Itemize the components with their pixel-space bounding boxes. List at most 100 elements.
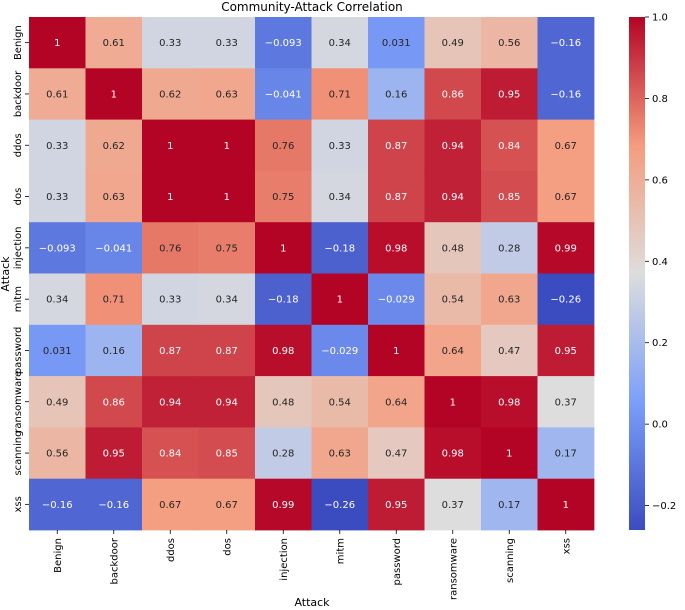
heatmap-cell — [311, 478, 369, 531]
heatmap-cell — [311, 324, 369, 377]
cell-value-label: 0.99 — [555, 243, 577, 254]
heatmap-cell — [537, 119, 595, 172]
heatmap-cell — [255, 427, 312, 480]
heatmap-cell — [198, 68, 256, 120]
cell-value-label: 1 — [563, 500, 569, 511]
heatmap-cell — [368, 17, 425, 69]
heatmap-cell — [255, 68, 312, 120]
heatmap-cell — [142, 68, 199, 120]
x-axis-ticks: Benign backdoor ddos dos injection mitm passwo… — [53, 530, 572, 600]
cell-value-label: 0.95 — [385, 500, 407, 511]
cell-value-label: 0.33 — [159, 38, 181, 49]
heatmap-cell — [255, 170, 312, 223]
cell-value-label: 0.98 — [442, 449, 464, 460]
heatmap-cell — [85, 119, 143, 172]
heatmap-cells — [29, 17, 595, 531]
heatmap-cell — [142, 273, 199, 326]
cell-value-label: 0.87 — [385, 141, 407, 152]
cell-value-label: 0.48 — [272, 397, 294, 408]
x-tick-label: xss — [561, 538, 572, 554]
heatmap-cell — [29, 222, 86, 274]
cell-value-label: 0.98 — [272, 346, 294, 357]
cell-value-label: 0.99 — [272, 500, 294, 511]
cell-value-label: −0.16 — [42, 500, 73, 511]
heatmap-cell — [368, 427, 425, 480]
cell-value-label: 0.94 — [442, 192, 464, 203]
cell-value-label: 0.34 — [329, 192, 351, 203]
cell-value-label: 0.34 — [46, 295, 68, 306]
heatmap-cell — [85, 68, 143, 120]
colorbar-tick-label: 0.6 — [652, 175, 668, 186]
cell-value-label: 0.95 — [555, 346, 577, 357]
heatmap-cell — [198, 376, 256, 428]
cell-value-label: 0.33 — [329, 141, 351, 152]
cell-value-label: 0.17 — [498, 500, 520, 511]
cell-value-label: 0.031 — [43, 346, 72, 357]
cell-value-label: −0.18 — [324, 243, 355, 254]
cell-value-label: 0.76 — [272, 141, 294, 152]
heatmap-cell — [142, 427, 199, 480]
cell-value-label: 0.98 — [498, 397, 520, 408]
cell-value-label: −0.093 — [265, 38, 302, 49]
heatmap-cell — [424, 222, 482, 274]
heatmap-cell — [311, 68, 369, 120]
cell-value-label: 1 — [450, 397, 456, 408]
heatmap-cell — [481, 376, 538, 428]
cell-value-label: −0.16 — [550, 89, 581, 100]
cell-value-label: 0.031 — [382, 38, 411, 49]
heatmap-cell — [368, 170, 425, 223]
heatmap-cell — [481, 222, 538, 274]
cell-value-label: 0.47 — [498, 346, 520, 357]
cell-value-label: 0.85 — [216, 449, 238, 460]
x-axis-title: Attack — [294, 596, 330, 609]
cell-value-label: 0.67 — [216, 500, 238, 511]
heatmap-cell — [29, 273, 86, 326]
x-tick-label: password — [392, 538, 403, 585]
heatmap-cell — [311, 17, 369, 69]
heatmap-cell — [424, 324, 482, 377]
cell-value-label: 0.94 — [442, 141, 464, 152]
y-tick-label: password — [13, 327, 24, 374]
cell-value-label: 1 — [111, 89, 117, 100]
heatmap-cell — [198, 427, 256, 480]
cell-value-label: 1 — [280, 243, 286, 254]
cell-value-label: −0.26 — [324, 500, 355, 511]
cell-value-label: 0.54 — [442, 295, 464, 306]
heatmap-cell — [424, 68, 482, 120]
cell-value-label: 0.34 — [216, 295, 238, 306]
cell-value-label: 0.75 — [216, 243, 238, 254]
heatmap-cell — [311, 170, 369, 223]
heatmap-cell — [85, 170, 143, 223]
heatmap-cell — [198, 17, 256, 69]
cell-value-label: 0.75 — [272, 192, 294, 203]
heatmap-cell — [85, 427, 143, 480]
heatmap-cell — [198, 478, 256, 531]
x-tick-label: Benign — [53, 538, 64, 573]
y-tick-label: injection — [13, 226, 24, 269]
x-tick-label: mitm — [335, 538, 346, 564]
cell-value-label: 0.87 — [216, 346, 238, 357]
heatmap-cell — [311, 119, 369, 172]
colorbar-tick-label: 0.2 — [652, 338, 668, 349]
heatmap-cell — [29, 376, 86, 428]
y-axis-ticks: Benign backdoor ddos dos injection mitm passwo… — [13, 25, 29, 513]
heatmap-cell — [481, 119, 538, 172]
cell-value-label: 1 — [337, 295, 343, 306]
heatmap-cell — [29, 478, 86, 531]
cell-value-label: 0.67 — [555, 192, 577, 203]
heatmap-cell — [537, 222, 595, 274]
cell-value-label: 0.95 — [103, 449, 125, 460]
heatmap-cell — [142, 119, 199, 172]
cell-value-label: −0.16 — [98, 500, 129, 511]
y-tick-label: dos — [13, 188, 24, 206]
heatmap-cell — [424, 427, 482, 480]
cell-value-label: 1 — [167, 192, 173, 203]
heatmap-cell — [29, 17, 86, 69]
heatmap-cell — [424, 17, 482, 69]
cell-value-label: 0.61 — [46, 89, 68, 100]
heatmap-cell — [85, 376, 143, 428]
cell-value-label: 0.67 — [159, 500, 181, 511]
cell-value-label: 0.63 — [329, 449, 351, 460]
cell-value-label: 0.33 — [216, 38, 238, 49]
x-tick-label: backdoor — [109, 537, 120, 584]
